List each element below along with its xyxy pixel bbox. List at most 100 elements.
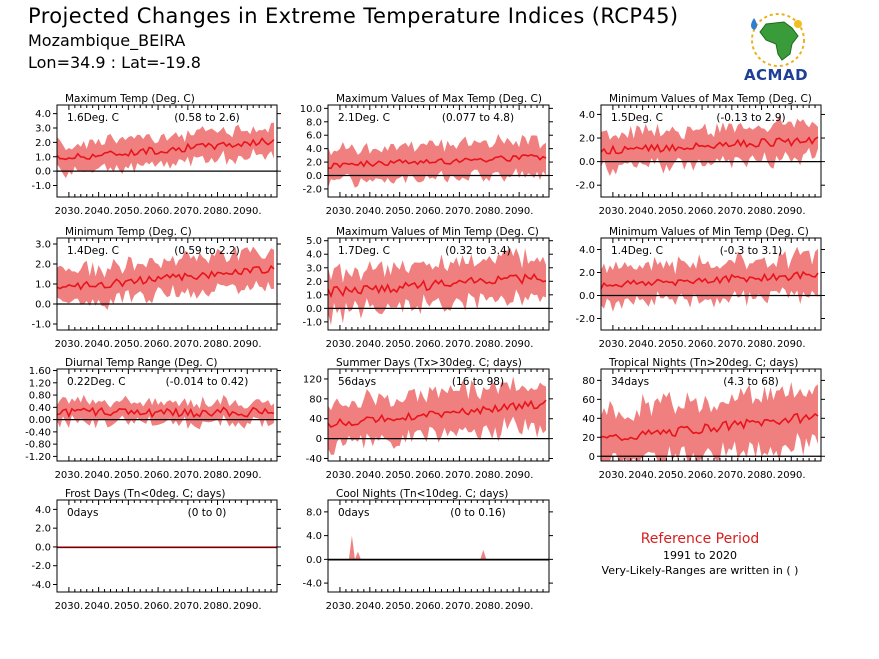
x-tick-label: 2090. <box>505 470 534 481</box>
range-spike <box>348 535 355 560</box>
x-tick-label: 2090. <box>777 206 806 217</box>
y-tick-label: 0.40 <box>29 403 51 414</box>
x-tick-label: 2090. <box>505 601 534 612</box>
plot-frame <box>600 368 822 462</box>
x-tick-label: 2050. <box>658 470 687 481</box>
chart-range: (-0.3 to 3.1) <box>720 245 783 257</box>
median-line <box>600 136 819 155</box>
plot-frame <box>56 104 278 198</box>
y-tick-label: 0.0 <box>306 555 322 566</box>
chart-summary: 1.4Deg. C <box>611 245 663 257</box>
median-line <box>600 270 819 289</box>
chart-range: (0.32 to 3.4) <box>445 245 511 257</box>
chart-summary: 1.5Deg. C <box>611 112 663 124</box>
reference-note: Very-Likely-Ranges are written in ( ) <box>601 564 799 577</box>
x-tick-label: 2040. <box>628 206 657 217</box>
y-tick-label: 2.0 <box>35 138 51 149</box>
y-tick-label: 0.0 <box>35 300 51 311</box>
y-tick-label: 40 <box>309 414 322 425</box>
chart-title: Maximum Temp (Deg. C) <box>65 93 195 105</box>
y-tick-label: 4.0 <box>35 505 51 516</box>
y-tick-label: 2.0 <box>35 260 51 271</box>
chart-title: Minimum Values of Max Temp (Deg. C) <box>609 93 812 105</box>
chart-range: (16 to 98) <box>452 376 504 388</box>
acmad-logo: ACMAD <box>736 10 816 85</box>
x-tick-label: 2030. <box>326 339 355 350</box>
x-tick-label: 2080. <box>747 339 776 350</box>
x-tick-label: 2060. <box>688 470 717 481</box>
x-tick-label: 2080. <box>203 470 232 481</box>
y-tick-label: 0 <box>589 452 595 463</box>
location-label: Mozambique_BEIRA <box>28 31 186 50</box>
y-tick-label: -1.0 <box>302 317 322 328</box>
logo-text: ACMAD <box>743 66 809 84</box>
y-tick-label: 40 <box>582 414 595 425</box>
x-tick-label: 2070. <box>173 339 202 350</box>
x-tick-label: 2070. <box>445 339 474 350</box>
range-band <box>57 246 274 310</box>
x-tick-label: 2050. <box>385 206 414 217</box>
y-tick-label: 3.0 <box>35 124 51 135</box>
x-tick-label: 2040. <box>355 601 384 612</box>
chart-summary: 0.22Deg. C <box>67 376 126 388</box>
x-tick-label: 2060. <box>415 470 444 481</box>
y-tick-label: 0.0 <box>306 171 322 182</box>
chart-panel-8: Summer Days (Tx>30deg. C; days) 120 80 40 0 -… <box>303 357 553 481</box>
x-tick-label: 2080. <box>203 339 232 350</box>
africa-map-icon <box>751 13 805 67</box>
x-tick-label: 2060. <box>688 339 717 350</box>
y-tick-label: 0 <box>316 434 322 445</box>
y-tick-label: 20 <box>582 433 595 444</box>
x-tick-label: 2040. <box>84 601 113 612</box>
y-tick-label: -2.0 <box>575 314 595 325</box>
y-tick-label: -40 <box>306 454 322 465</box>
chart-panel-10: Frost Days (Tn<0deg. C; days) 4.0 2.0 0.0 -2… <box>31 488 281 612</box>
reference-box: Reference Period 1991 to 2020 Very-Likel… <box>590 530 810 578</box>
x-tick-label: 2070. <box>717 339 746 350</box>
x-tick-label: 2050. <box>385 470 414 481</box>
chart-panel-5: Maximum Values of Min Temp (Deg. C) 5.0 4.… <box>302 226 553 350</box>
x-tick-label: 2060. <box>144 601 173 612</box>
chart-panel-9: Tropical Nights (Tn>20deg. C; days) 80 60 4… <box>582 357 825 481</box>
x-tick-label: 2080. <box>475 470 504 481</box>
range-band <box>57 122 274 179</box>
plot-frame <box>327 499 550 593</box>
x-tick-label: 2040. <box>84 339 113 350</box>
y-tick-label: 120 <box>303 374 322 385</box>
y-tick-label: 60 <box>582 395 595 406</box>
chart-title: Minimum Values of Min Temp (Deg. C) <box>609 226 809 238</box>
y-tick-label: 0.00 <box>29 415 51 426</box>
x-tick-label: 2060. <box>415 339 444 350</box>
y-tick-label: 0.0 <box>306 304 322 315</box>
y-tick-label: 1.0 <box>306 290 322 301</box>
plot-frame <box>327 237 550 331</box>
y-tick-label: 2.0 <box>579 268 595 279</box>
x-tick-label: 2050. <box>114 470 143 481</box>
median-line <box>56 406 275 419</box>
x-tick-label: 2050. <box>385 601 414 612</box>
x-tick-label: 2030. <box>599 470 628 481</box>
y-tick-label: 4.0 <box>306 144 322 155</box>
y-tick-label: 0.0 <box>579 291 595 302</box>
y-tick-label: 2.0 <box>306 277 322 288</box>
x-tick-label: 2040. <box>355 206 384 217</box>
x-tick-label: 2070. <box>173 601 202 612</box>
range-band <box>328 247 546 326</box>
x-tick-label: 2030. <box>326 206 355 217</box>
plot-frame <box>56 368 278 462</box>
x-tick-label: 2030. <box>599 206 628 217</box>
chart-panel-4: Minimum Temp (Deg. C) 3.0 2.0 1.0 0.0 -1.0 203… <box>31 226 281 350</box>
x-tick-label: 2060. <box>144 206 173 217</box>
x-tick-label: 2090. <box>233 470 262 481</box>
chart-range: (0 to 0) <box>188 507 227 519</box>
chart-summary: 0days <box>67 507 98 519</box>
x-tick-label: 2080. <box>203 601 232 612</box>
y-tick-label: 4.0 <box>306 250 322 261</box>
x-tick-label: 2030. <box>599 339 628 350</box>
x-tick-label: 2050. <box>114 601 143 612</box>
chart-summary: 56days <box>338 376 376 388</box>
y-tick-label: 1.20 <box>29 378 51 389</box>
chart-range: (-0.014 to 0.42) <box>166 376 249 388</box>
chart-panel-2: Maximum Values of Max Temp (Deg. C) 10.0 8… <box>300 93 553 217</box>
plot-frame <box>56 499 278 593</box>
